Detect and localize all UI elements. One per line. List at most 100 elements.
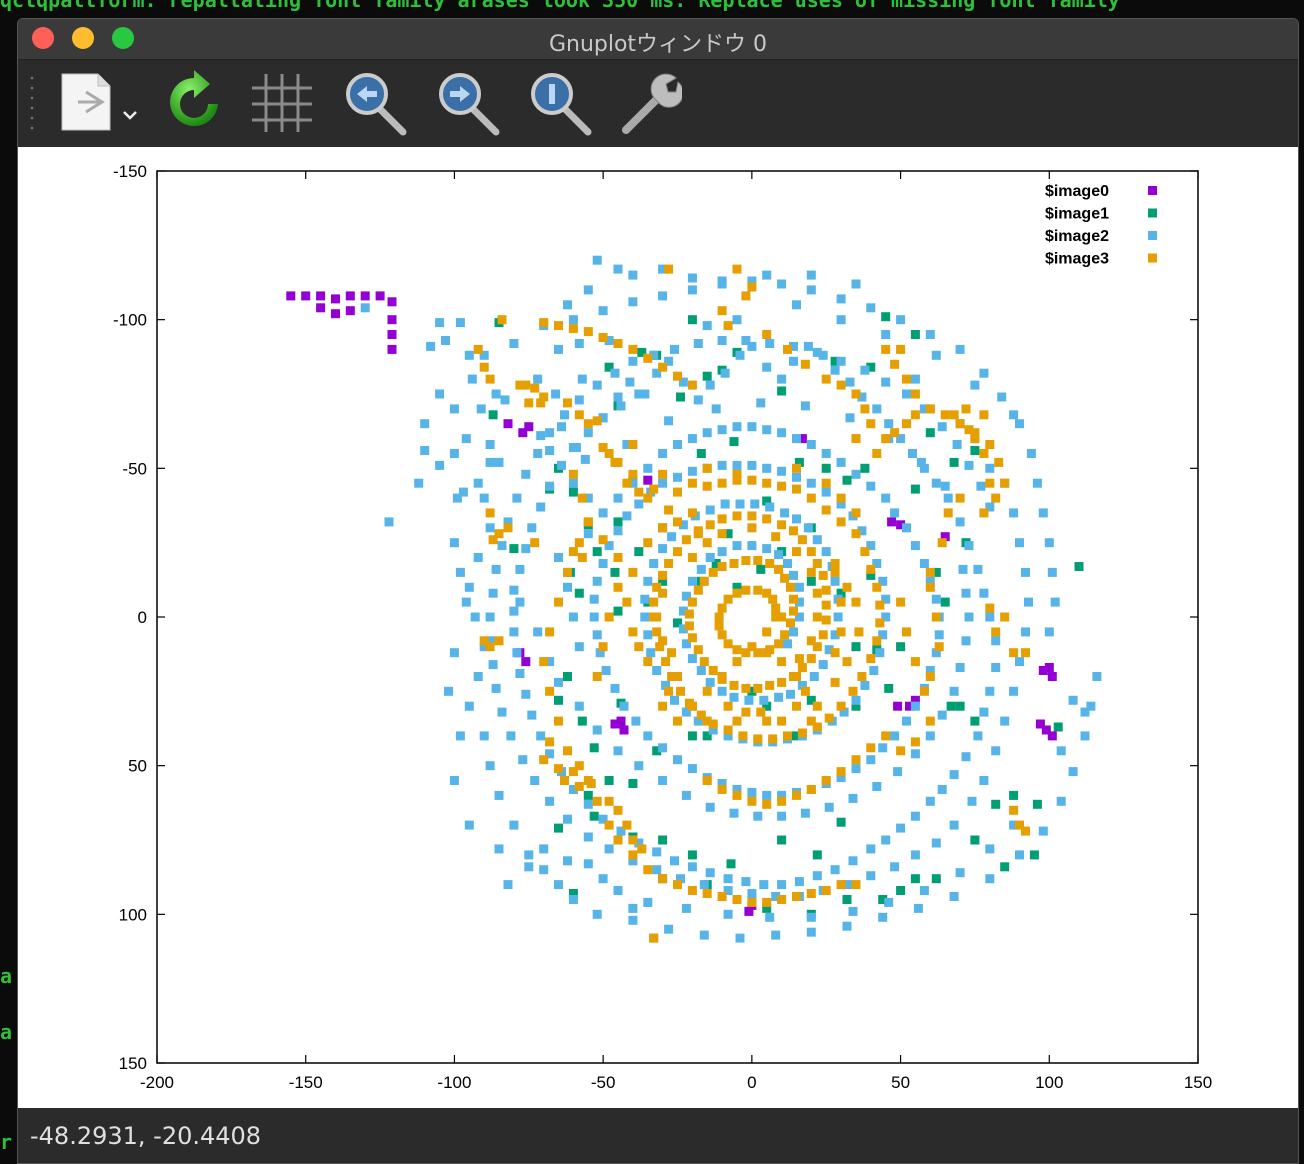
data-point — [589, 811, 599, 821]
data-point — [658, 576, 668, 586]
data-point — [461, 597, 471, 607]
data-point — [1021, 648, 1030, 658]
data-point — [479, 636, 489, 646]
data-point — [673, 472, 682, 482]
data-point — [875, 618, 885, 628]
data-point — [1068, 767, 1078, 777]
data-point — [577, 716, 587, 726]
data-point — [991, 746, 1001, 756]
data-point — [1044, 663, 1054, 672]
data-point — [762, 514, 772, 524]
data-point — [530, 383, 540, 393]
autoscale-button[interactable] — [528, 70, 592, 136]
data-point — [979, 368, 989, 378]
zoom-previous-button[interactable] — [343, 70, 407, 136]
data-point — [613, 582, 623, 592]
replot-button[interactable] — [162, 70, 226, 136]
data-point — [580, 454, 590, 464]
data-point — [878, 630, 888, 640]
data-point — [723, 639, 733, 649]
data-point — [881, 434, 891, 444]
data-point — [812, 642, 822, 652]
data-point — [622, 478, 632, 488]
data-point — [783, 559, 792, 568]
data-point — [586, 779, 596, 788]
data-point — [524, 862, 534, 872]
data-point — [583, 859, 593, 869]
data-point — [949, 686, 959, 696]
data-point — [771, 892, 781, 901]
data-point — [919, 463, 929, 473]
data-point — [545, 428, 555, 438]
data-point — [848, 793, 858, 803]
data-point — [937, 710, 947, 720]
data-point — [1021, 567, 1030, 577]
data-point — [664, 356, 674, 366]
data-point — [732, 895, 742, 904]
close-window-button[interactable] — [32, 27, 54, 49]
data-point — [518, 428, 528, 438]
data-point — [780, 573, 790, 583]
data-point — [806, 576, 816, 586]
data-point — [931, 838, 941, 848]
data-point — [1080, 731, 1090, 741]
data-point — [705, 520, 715, 530]
data-point — [577, 493, 587, 503]
data-point — [664, 264, 674, 274]
data-point — [485, 761, 495, 771]
data-point — [908, 449, 917, 458]
data-point — [613, 805, 623, 815]
data-point — [479, 731, 489, 741]
toolbar-grip-icon[interactable] — [30, 74, 34, 134]
data-point — [762, 463, 772, 473]
data-point — [777, 790, 787, 800]
data-point — [836, 817, 846, 827]
data-point — [387, 315, 397, 325]
data-point — [851, 469, 861, 479]
scatter-chart[interactable]: -200 -150 -100 -50 0 50 100 150 -150 -100 -50 0 50 10… — [18, 147, 1299, 1108]
data-point — [890, 862, 900, 872]
data-point — [494, 457, 504, 467]
data-point — [485, 374, 495, 384]
data-point — [681, 639, 691, 649]
data-point — [631, 716, 641, 726]
data-point — [925, 582, 935, 592]
data-point — [759, 695, 769, 705]
data-point — [643, 463, 653, 473]
data-point — [866, 871, 876, 881]
data-point — [806, 285, 816, 295]
data-point — [613, 493, 623, 503]
data-point — [696, 564, 706, 574]
zoom-next-button[interactable] — [436, 70, 500, 136]
data-point — [845, 413, 855, 423]
data-point — [717, 630, 727, 640]
minimize-window-button[interactable] — [72, 27, 94, 49]
grid-toggle-button[interactable] — [250, 70, 314, 136]
data-point — [681, 535, 691, 545]
y-tick-label: -50 — [122, 459, 147, 478]
data-point — [1044, 627, 1054, 637]
export-button[interactable] — [58, 70, 144, 136]
data-point — [678, 624, 688, 634]
settings-button[interactable] — [618, 70, 684, 136]
status-bar: -48.2931, -20.4408 — [18, 1108, 1298, 1163]
data-point — [910, 811, 920, 821]
data-point — [702, 731, 712, 741]
data-point — [545, 446, 555, 455]
maximize-window-button[interactable] — [112, 27, 134, 49]
data-point — [851, 508, 861, 518]
data-point — [619, 725, 629, 735]
data-point — [598, 535, 608, 545]
data-point — [598, 508, 608, 518]
data-point — [845, 377, 855, 387]
title-bar[interactable]: Gnuplotウィンドウ 0 — [18, 19, 1298, 60]
data-point — [589, 743, 599, 753]
data-point — [563, 567, 572, 577]
data-point — [485, 440, 495, 449]
data-point — [506, 731, 516, 741]
data-point — [574, 410, 584, 420]
data-point — [925, 567, 935, 577]
data-point — [803, 523, 813, 533]
data-point — [687, 285, 697, 295]
plot-canvas[interactable]: -200 -150 -100 -50 0 50 100 150 -150 -100 -50 0 50 10… — [18, 147, 1299, 1108]
